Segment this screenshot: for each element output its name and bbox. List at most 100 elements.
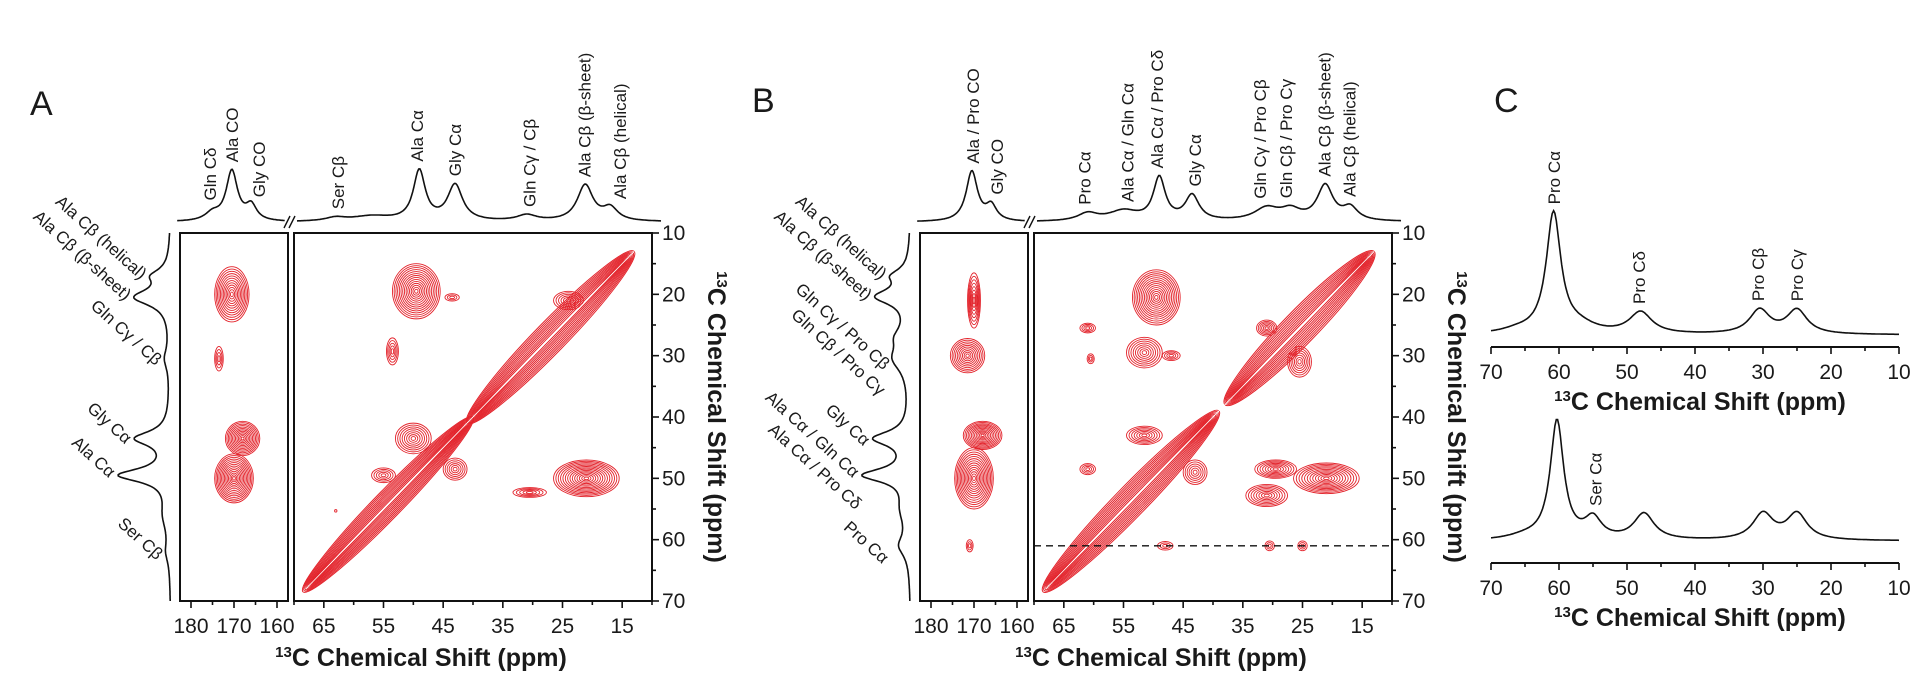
contour-level [965, 539, 974, 553]
contour-level [581, 475, 592, 482]
peak-assignment-label: Pro Cα [840, 518, 892, 568]
contour-level [1139, 348, 1150, 357]
contour-level [409, 282, 424, 300]
y-tick-label: 10 [662, 222, 685, 245]
contour-level [956, 451, 992, 506]
contour-level [226, 422, 259, 455]
contour-level [1154, 294, 1159, 300]
contour-level [562, 464, 611, 492]
peak-assignment-label: Gln Cδ [201, 148, 220, 201]
contour-level [954, 447, 994, 510]
cross-peak-group [1041, 250, 1376, 593]
contour-level [965, 353, 970, 358]
peak-assignment-label: Ala Cα [68, 433, 119, 482]
contour-level [955, 449, 993, 508]
peak-assignment-label: Ala / Pro CO [964, 68, 983, 163]
peak-assignment-label: Ala Cβ (β-sheet) [1316, 52, 1335, 176]
contour-level [1137, 275, 1176, 320]
contour-level [1133, 271, 1179, 324]
peak-assignment-label: Pro Cα [1545, 151, 1564, 204]
axis-title-text: C Chemical Shift (ppm) [292, 644, 567, 672]
cross-peak-carbonyl-group [214, 266, 261, 504]
contour-level [412, 286, 421, 296]
x-tick-label: 10 [1887, 577, 1910, 600]
projection-top-carbonyl [177, 168, 285, 222]
projection-top-carbonyl [917, 169, 1025, 222]
y-tick-label: 30 [1402, 345, 1425, 368]
contour-level [378, 471, 389, 479]
x-tick-label: 15 [610, 615, 633, 638]
spectrum-plot-2: 70 60 50 40 30 20 10 Ser Cα 13C Chemical Shift (… [1479, 418, 1911, 632]
contour-level [1149, 289, 1164, 306]
contour-level [583, 476, 590, 481]
contour-level [1269, 466, 1282, 472]
contour-level [980, 433, 985, 438]
contour-level [1301, 466, 1352, 491]
cross-peak-carbonyl [224, 420, 261, 457]
contour-level [963, 351, 972, 360]
contour-level [963, 462, 985, 495]
contour-level [229, 291, 234, 298]
contour-level [962, 420, 1003, 450]
x-tick-label: 55 [372, 615, 395, 638]
x-tick-label: 35 [491, 615, 514, 638]
contour-level [515, 488, 544, 497]
peak-assignment-label: Ala Cβ (helical) [1341, 81, 1360, 197]
axis-title-superscript: 13 [1554, 604, 1571, 621]
contour-level [962, 460, 986, 497]
contour-level [388, 342, 397, 360]
cross-peak [394, 422, 432, 455]
axis-break-mark [1023, 215, 1031, 229]
contour-level [239, 435, 246, 442]
contour-level [1245, 484, 1289, 507]
contour-level [967, 424, 998, 447]
contour-level [402, 275, 431, 308]
contour-level [1320, 475, 1333, 482]
projection-left [117, 233, 171, 601]
x-tick-label: 35 [1231, 615, 1254, 638]
contour-level [1261, 492, 1273, 499]
contour-level [1133, 429, 1156, 442]
contour-level [1258, 490, 1275, 501]
contour-level [1259, 322, 1274, 334]
contour-level [225, 467, 243, 490]
contour-level [1253, 488, 1281, 503]
contour-level [1168, 353, 1174, 358]
x-tick-label: 55 [1112, 615, 1135, 638]
contour-level [395, 267, 438, 316]
cross-peak [1293, 462, 1360, 495]
cross-peak-carbonyl-group [949, 272, 1003, 553]
contour-level [519, 489, 541, 496]
contour-level [403, 430, 423, 447]
contour-level [967, 275, 981, 326]
contour-level [230, 474, 238, 483]
contour-level [564, 466, 608, 491]
contour-level [1304, 467, 1349, 490]
contour-level [571, 469, 601, 487]
y-tick-label: 60 [1402, 529, 1425, 552]
contour-level [959, 455, 989, 501]
contour-level [560, 463, 613, 494]
x-tick-label: 40 [1683, 361, 1706, 384]
contour-level [1143, 283, 1169, 312]
contour-level [216, 352, 222, 366]
x-axis-title: 13C Chemical Shift (ppm) [1554, 388, 1846, 416]
contour-level [955, 343, 981, 369]
contour-level [968, 279, 980, 322]
peak-assignment-label: Pro Cδ [1630, 251, 1649, 304]
axis-break-mark [1028, 215, 1036, 229]
contour-level [1256, 460, 1295, 478]
contour-level [969, 425, 996, 446]
contour-level [512, 487, 547, 498]
contour-level [214, 266, 250, 323]
axis-title-superscript: 13 [713, 271, 730, 288]
contour-level [414, 288, 419, 294]
contour-level [408, 434, 419, 443]
contour-level [1138, 277, 1174, 318]
x-tick-label: 170 [956, 615, 991, 638]
x-tick-label: 160 [259, 615, 294, 638]
contour-level [971, 289, 977, 312]
contour-level [403, 277, 429, 306]
contour-level [227, 286, 237, 302]
contour-level [1290, 350, 1309, 374]
